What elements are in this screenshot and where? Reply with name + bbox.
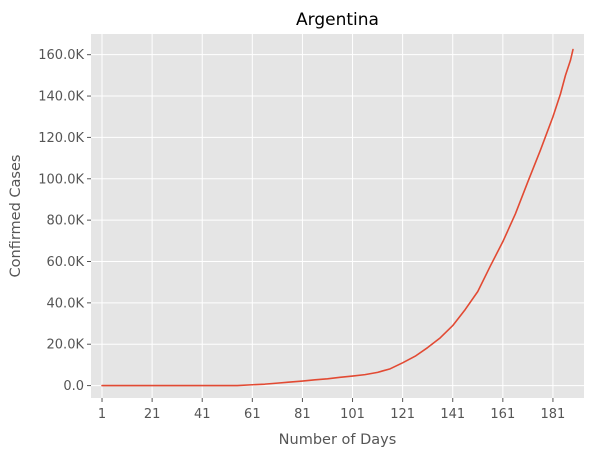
y-tick-label: 0.0 (63, 379, 84, 394)
y-tick-label: 140.0K (38, 90, 84, 105)
y-tick-label: 40.0K (47, 296, 85, 311)
y-tick-label: 80.0K (47, 214, 85, 229)
x-tick-label: 141 (440, 407, 465, 422)
x-tick-label: 161 (490, 407, 515, 422)
x-axis-label: Number of Days (279, 432, 397, 448)
x-tick-label: 181 (541, 407, 566, 422)
y-tick-label: 120.0K (38, 131, 84, 146)
y-tick-label: 100.0K (38, 172, 84, 187)
plot-background (91, 34, 584, 398)
y-tick-label: 60.0K (47, 255, 85, 270)
chart-title: Argentina (296, 10, 379, 30)
x-tick-label: 121 (390, 407, 415, 422)
series-line (101, 48, 574, 387)
x-tick-label: 21 (144, 407, 161, 422)
series-layer (101, 48, 574, 387)
y-tick-label: 160.0K (38, 48, 84, 63)
y-tick-label: 20.0K (47, 338, 85, 353)
x-tick-label: 101 (340, 407, 365, 422)
x-tick-label: 1 (98, 407, 106, 422)
ticks: 1 21 41 61 81 101 121 141 161 1810.020.0K40.0K60.… (38, 48, 565, 422)
x-tick-label: 41 (194, 407, 211, 422)
y-axis-label: Confirmed Cases (8, 155, 24, 278)
x-tick-label: 61 (244, 407, 261, 422)
x-tick-label: 81 (294, 407, 311, 422)
